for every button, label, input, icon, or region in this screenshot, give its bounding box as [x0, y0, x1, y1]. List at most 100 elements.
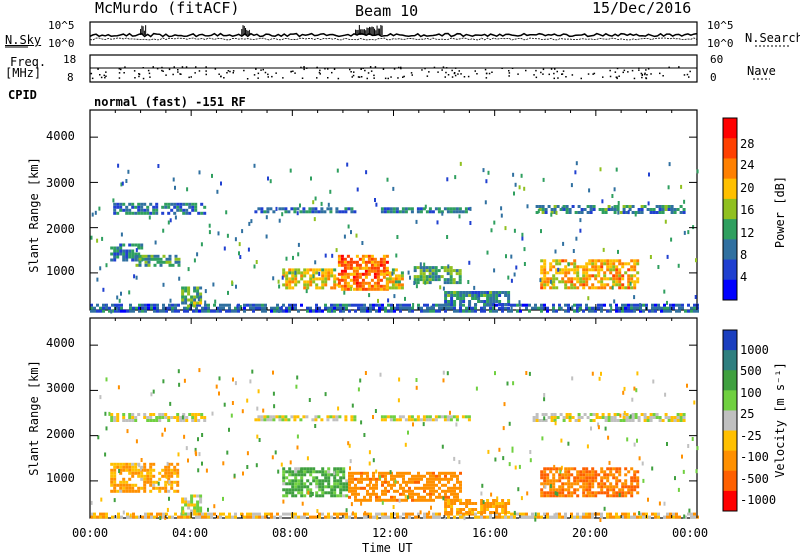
power-cell [337, 260, 341, 264]
velocity-cell [570, 494, 574, 498]
velocity-cell [363, 471, 366, 475]
velocity-cell [140, 458, 143, 462]
power-cell [543, 274, 547, 278]
velocity-cell [108, 411, 111, 416]
power-cell [630, 306, 633, 310]
power-cell [90, 235, 93, 240]
velocity-cell [241, 512, 244, 517]
velocity-cell [366, 498, 369, 502]
velocity-cell [375, 492, 378, 496]
velocity-cell [306, 456, 309, 461]
velocity-cell [90, 500, 93, 505]
velocity-cell [558, 494, 562, 498]
velocity-cell [603, 473, 607, 477]
power-cell [546, 280, 550, 284]
power-cell [589, 211, 593, 214]
power-cell [613, 187, 616, 192]
velocity-cell [591, 479, 595, 483]
power-cell [525, 306, 528, 310]
power-cell [452, 281, 456, 285]
power-cell [443, 281, 447, 285]
power-cell [238, 251, 240, 256]
power-cell [564, 268, 568, 272]
velocity-cell [351, 471, 354, 475]
velocity-cell [187, 512, 191, 516]
velocity-cell [627, 515, 630, 519]
power-cell [243, 309, 246, 313]
velocity-cell [336, 482, 340, 486]
power-cell [489, 297, 493, 300]
power-cell [324, 277, 328, 281]
power-cell [405, 306, 408, 310]
velocity-cell [146, 477, 150, 481]
power-cell [370, 278, 374, 282]
velocity-cell [582, 482, 586, 486]
velocity-cell [348, 515, 351, 519]
velocity-cell [345, 494, 349, 498]
power-cell [162, 306, 165, 310]
power-cell [416, 207, 420, 211]
power-cell [382, 269, 386, 273]
power-cell [540, 277, 544, 281]
velocity-cell [240, 512, 243, 516]
velocity-cell [543, 476, 547, 480]
velocity-cell [580, 416, 584, 419]
velocity-cell [150, 512, 153, 516]
power-cell [119, 243, 123, 247]
power-cell [540, 280, 544, 284]
freq-point [229, 70, 231, 73]
velocity-cell [461, 415, 465, 419]
power-cell [542, 177, 545, 182]
power-cell [410, 210, 414, 214]
power-cell [147, 303, 150, 307]
power-cell [318, 271, 321, 276]
velocity-cell [651, 466, 654, 471]
velocity-cell [408, 512, 411, 516]
velocity-cell [630, 476, 634, 480]
power-cell [537, 209, 540, 214]
velocity-cell [440, 415, 444, 419]
velocity-cell [135, 515, 138, 519]
power-cell [543, 283, 547, 287]
power-cell [594, 259, 598, 263]
power-cell [681, 303, 684, 307]
velocity-cell [113, 416, 117, 419]
power-cell [228, 306, 231, 310]
velocity-cell [407, 430, 409, 435]
velocity-cell [687, 512, 690, 516]
power-cell [615, 271, 619, 275]
power-cell [658, 211, 662, 214]
velocity-cell [435, 495, 438, 499]
velocity-cell [544, 419, 548, 422]
velocity-cell [543, 467, 547, 471]
power-cell [150, 306, 153, 310]
freq-point [364, 69, 366, 72]
velocity-cell [483, 505, 487, 508]
power-cell [627, 274, 631, 278]
power-cell [135, 306, 138, 310]
power-cell [633, 268, 637, 272]
velocity-cell [144, 512, 147, 516]
power-cell [424, 204, 427, 209]
power-cell [434, 266, 438, 270]
velocity-cell [406, 495, 409, 500]
velocity-cell [483, 508, 487, 511]
power-cell [361, 254, 365, 258]
power-cell [350, 286, 353, 291]
power-cell [627, 280, 631, 284]
power-cell [618, 280, 622, 284]
velocity-cell [455, 422, 458, 427]
velocity-cell [293, 415, 297, 419]
velocity-cell [618, 473, 622, 477]
velocity-cell [314, 424, 317, 428]
velocity-cbar-swatch [723, 430, 737, 452]
power-cell [492, 303, 496, 306]
velocity-cell [456, 486, 459, 490]
freq-point [374, 66, 377, 68]
velocity-cell [348, 443, 351, 448]
power-cell [576, 268, 580, 272]
velocity-cell [321, 470, 325, 474]
velocity-cell [486, 515, 489, 519]
velocity-cell [294, 473, 298, 477]
power-cell [456, 309, 459, 313]
